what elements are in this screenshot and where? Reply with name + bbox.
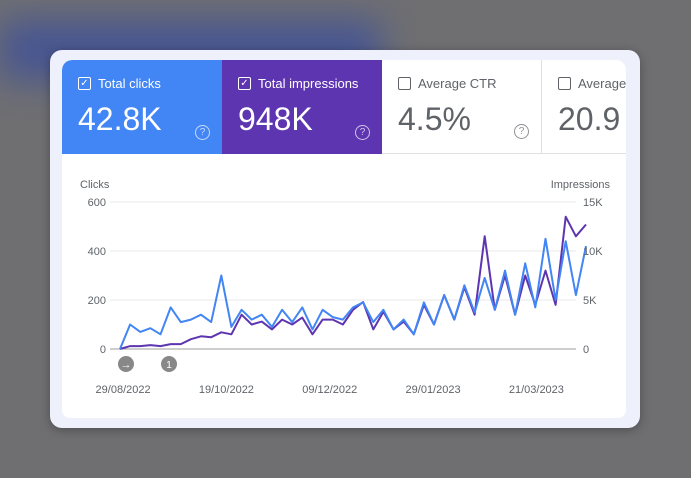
y-tick-label: 0 xyxy=(100,344,106,356)
y2-tick-label: 10K xyxy=(583,246,603,258)
checkbox-checked-icon[interactable]: ✓ xyxy=(238,77,251,90)
tile-total-clicks[interactable]: ✓ Total clicks 42.8K ? xyxy=(62,60,222,154)
y-tick-label: 400 xyxy=(88,246,106,258)
checkbox-checked-icon[interactable]: ✓ xyxy=(78,77,91,90)
checkbox-unchecked-icon[interactable] xyxy=(398,77,411,90)
x-tick-label: 09/12/2022 xyxy=(302,384,357,396)
tile-label: Total impressions xyxy=(258,76,359,91)
tile-total-impressions[interactable]: ✓ Total impressions 948K ? xyxy=(222,60,382,154)
x-tick-label: 19/10/2022 xyxy=(199,384,254,396)
tile-value: 20.9 xyxy=(558,101,621,137)
arrow-right-icon: → xyxy=(121,359,132,371)
tile-average-position[interactable]: Average 20.9 xyxy=(542,60,626,154)
performance-card: ✓ Total clicks 42.8K ? ✓ Total impressions… xyxy=(50,50,640,428)
x-tick-label: 21/03/2023 xyxy=(509,384,564,396)
help-icon[interactable]: ? xyxy=(195,125,210,140)
annotation-label: 1 xyxy=(166,360,172,371)
x-tick-label: 29/08/2022 xyxy=(96,384,151,396)
tile-average-ctr[interactable]: Average CTR 4.5% ? xyxy=(382,60,542,154)
y2-tick-label: 15K xyxy=(583,197,603,209)
tile-value: 42.8K xyxy=(78,101,162,137)
y-axis-title: Clicks xyxy=(80,179,110,191)
x-tick-label: 29/01/2023 xyxy=(406,384,461,396)
performance-panel: ✓ Total clicks 42.8K ? ✓ Total impressions… xyxy=(62,60,626,418)
tile-label: Total clicks xyxy=(98,76,161,91)
y-tick-label: 600 xyxy=(88,197,106,209)
annotation-marker[interactable]: 1 xyxy=(161,356,177,372)
tile-label: Average xyxy=(578,76,626,91)
y2-tick-label: 5K xyxy=(583,295,597,307)
help-icon[interactable]: ? xyxy=(514,124,529,139)
y-tick-label: 200 xyxy=(88,295,106,307)
help-icon[interactable]: ? xyxy=(355,125,370,140)
annotation-arrow[interactable]: → xyxy=(118,356,134,372)
tile-value: 948K xyxy=(238,101,313,137)
checkbox-unchecked-icon[interactable] xyxy=(558,77,571,90)
tile-value: 4.5% xyxy=(398,101,471,137)
y2-axis-title: Impressions xyxy=(551,179,611,191)
series-line-impressions[interactable] xyxy=(119,215,587,350)
tile-label: Average CTR xyxy=(418,76,497,91)
series-line-clicks[interactable] xyxy=(119,237,587,350)
y2-tick-label: 0 xyxy=(583,344,589,356)
